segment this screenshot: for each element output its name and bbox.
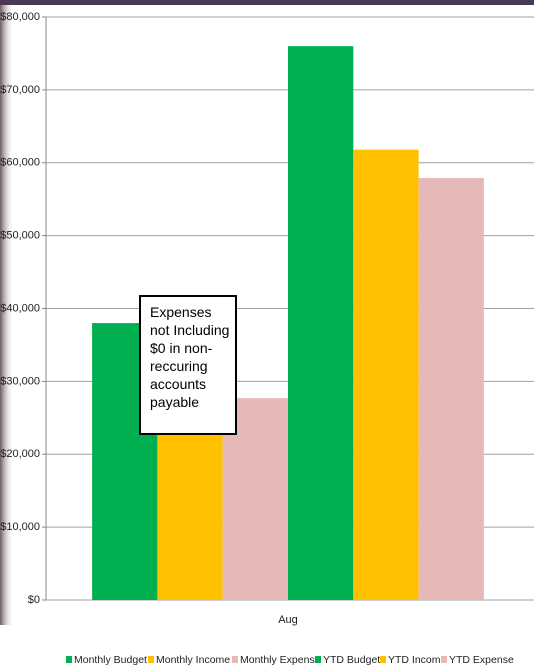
x-tick-label: Aug xyxy=(278,614,298,626)
legend-label: Monthly Income xyxy=(156,654,230,666)
top-strip xyxy=(0,0,534,5)
bar xyxy=(418,178,484,600)
legend-swatch xyxy=(441,656,447,663)
legend-swatch xyxy=(66,656,72,663)
y-tick-label: $0 xyxy=(28,594,40,606)
bar xyxy=(157,417,223,600)
y-tick-label: $70,000 xyxy=(0,84,40,96)
y-tick-label: $80,000 xyxy=(0,11,40,23)
side-decoration xyxy=(0,5,14,625)
legend-label: Monthly Budget xyxy=(74,654,147,666)
legend-label: YTD Budget xyxy=(323,654,380,666)
y-tick-label: $60,000 xyxy=(0,157,40,169)
y-tick-label: $50,000 xyxy=(0,230,40,242)
legend-swatch xyxy=(315,656,321,663)
legend-label: YTD Expense xyxy=(449,654,514,666)
y-tick-label: $30,000 xyxy=(0,375,40,387)
legend-swatch xyxy=(148,656,154,663)
legend-swatch xyxy=(380,656,386,663)
legend-label: Monthly Expense xyxy=(240,654,321,666)
bar xyxy=(353,149,419,600)
annotation: Expenses not Including $0 in non-reccuri… xyxy=(139,295,237,435)
y-tick-label: $10,000 xyxy=(0,521,40,533)
y-tick-label: $40,000 xyxy=(0,302,40,314)
bar xyxy=(288,46,354,600)
y-tick-label: $20,000 xyxy=(0,448,40,460)
legend-swatch xyxy=(232,656,238,663)
legend-label: YTD Income xyxy=(388,654,447,666)
